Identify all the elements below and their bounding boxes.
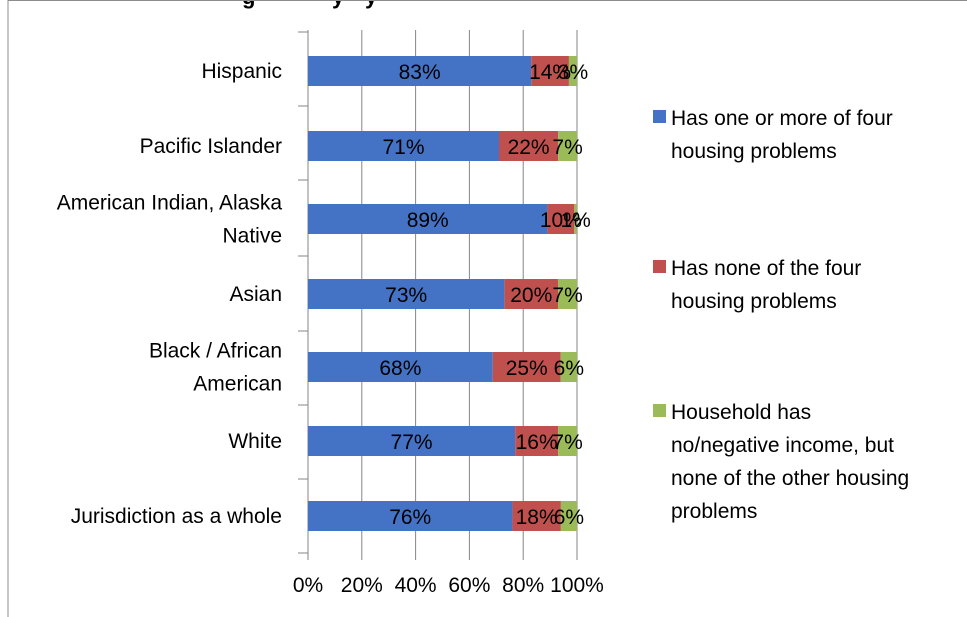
category-label-5-0: White — [228, 430, 282, 453]
data-label-2-6: 6% — [554, 506, 584, 529]
data-label-2-5: 7% — [552, 431, 582, 454]
x-tick-label-3: 60% — [448, 574, 490, 597]
legend-label-0-0: Has one or more of four — [671, 107, 893, 130]
bar-segment-2-4 — [560, 352, 577, 382]
data-label-1-3: 20% — [510, 284, 552, 307]
bar-segment-1-2 — [547, 204, 575, 234]
bar-segment-1-3 — [504, 279, 559, 309]
category-label-2-0: American Indian, Alaska — [57, 192, 283, 215]
x-tick-labels: 0% 20% 40% 60% 80% 100% — [293, 574, 604, 597]
legend-label-1-1: housing problems — [671, 290, 837, 313]
bar-segment-1-1 — [498, 131, 559, 161]
data-label-1-2: 10% — [540, 209, 582, 232]
legend: Has one or more of four housing problems H… — [653, 107, 909, 523]
legend-label-0-1: housing problems — [671, 140, 837, 163]
bar-segment-2-3 — [558, 279, 577, 309]
x-tick-label-0: 0% — [293, 574, 323, 597]
title-fragment-1: y — [332, 0, 345, 9]
data-labels: 83% 14%3%71% 22% 7%89% 10%1%73% 20% 7%68% 25% 6%… — [379, 61, 590, 529]
category-label-4-0: Black / African — [149, 340, 282, 363]
data-label-2-3: 7% — [552, 284, 582, 307]
bar-segment-0-0 — [308, 56, 532, 86]
bar-segment-1-4 — [492, 352, 561, 382]
bar-segment-2-5 — [558, 426, 577, 456]
category-labels: Hispanic Pacific Islander American Indian,… — [57, 60, 283, 528]
legend-label-2-0: Household has — [671, 401, 811, 424]
data-label-0-0: 83% — [399, 61, 441, 84]
legend-label-1-0: Has none of the four — [671, 257, 861, 280]
legend-swatch-1 — [653, 260, 666, 273]
category-label-1-0: Pacific Islander — [140, 135, 282, 158]
bar-segment-0-6 — [308, 501, 513, 531]
bar-segment-0-1 — [308, 131, 499, 161]
data-label-1-0: 14% — [529, 61, 571, 84]
bar-segment-0-5 — [308, 426, 516, 456]
data-label-2-1: 7% — [552, 136, 582, 159]
bar-segment-0-3 — [308, 279, 505, 309]
legend-label-2-2: none of the other housing — [671, 467, 909, 490]
data-label-0-4: 68% — [379, 357, 421, 380]
x-tick-label-2: 40% — [395, 574, 437, 597]
data-label-0-6: 76% — [389, 506, 431, 529]
data-label-0-1: 71% — [382, 136, 424, 159]
data-label-1-6: 18% — [516, 506, 558, 529]
bar-segment-2-6 — [560, 501, 577, 531]
data-label-0-2: 89% — [407, 209, 449, 232]
legend-label-2-3: problems — [671, 500, 757, 523]
category-label-2-1: Native — [222, 225, 282, 248]
legend-swatch-2 — [653, 404, 666, 417]
x-tick-label-5: 100% — [550, 574, 604, 597]
axes — [298, 31, 578, 560]
data-label-0-5: 77% — [391, 431, 433, 454]
bar-segment-2-1 — [558, 131, 577, 161]
category-label-3-0: Asian — [229, 283, 282, 306]
bar-segment-2-0 — [568, 56, 577, 86]
bars — [308, 56, 577, 531]
title-fragment-0: g — [242, 0, 255, 9]
bar-segment-1-0 — [531, 56, 569, 86]
data-label-1-4: 25% — [506, 357, 548, 380]
bar-segment-1-6 — [512, 501, 561, 531]
bar-segment-0-4 — [308, 352, 493, 382]
bar-segment-2-2 — [574, 204, 577, 234]
bar-segment-0-2 — [308, 204, 548, 234]
data-label-2-4: 6% — [554, 357, 584, 380]
chart-title: gyy — [242, 0, 378, 9]
data-label-2-2: 1% — [560, 209, 590, 232]
category-label-4-1: American — [193, 373, 282, 396]
x-tick-label-4: 80% — [502, 574, 544, 597]
bar-segment-1-5 — [515, 426, 559, 456]
category-label-6-0: Jurisdiction as a whole — [71, 505, 282, 528]
data-label-0-3: 73% — [385, 284, 427, 307]
data-label-1-1: 22% — [508, 136, 550, 159]
data-label-2-0: 3% — [558, 61, 588, 84]
category-label-0-0: Hispanic — [201, 60, 282, 83]
data-label-1-5: 16% — [516, 431, 558, 454]
legend-swatch-0 — [653, 110, 666, 123]
title-fragment-2: y — [365, 0, 378, 9]
legend-label-2-1: no/negative income, but — [671, 434, 894, 457]
x-tick-label-1: 20% — [341, 574, 383, 597]
